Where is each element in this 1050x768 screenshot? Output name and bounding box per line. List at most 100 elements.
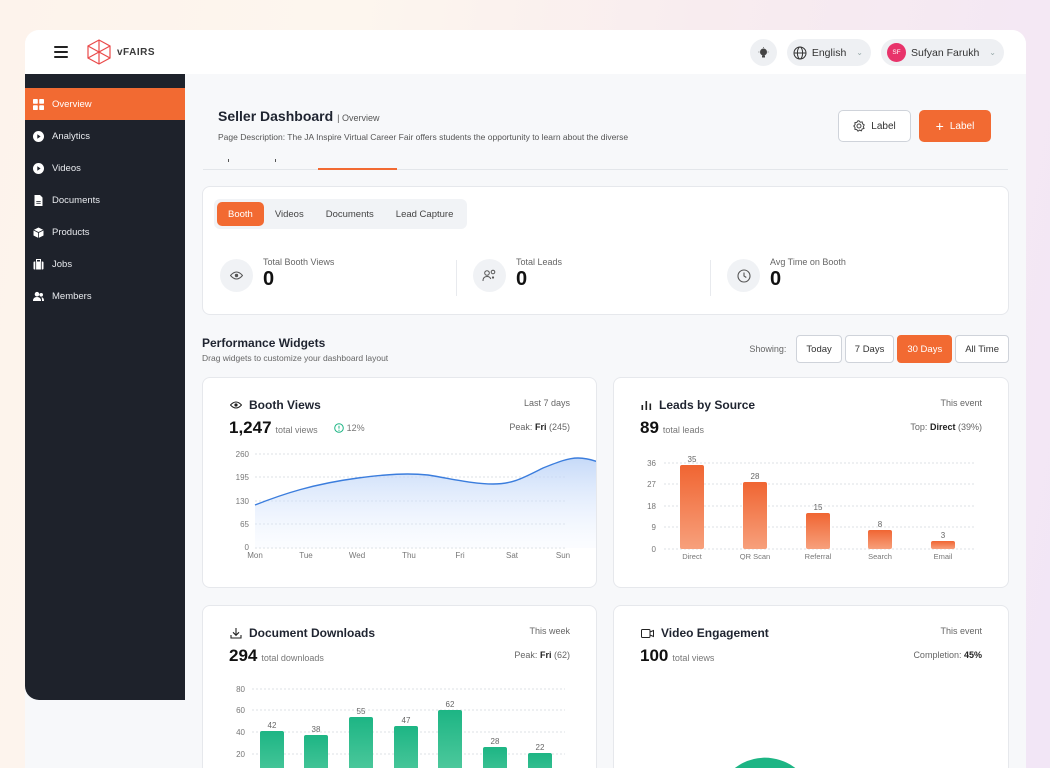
svg-text:15: 15 xyxy=(814,503,823,512)
date-range-selector: Showing: Today 7 Days 30 Days All Time xyxy=(749,335,1009,363)
avatar: SF xyxy=(887,43,906,62)
svg-text:38: 38 xyxy=(312,725,321,734)
sidebar-item-products[interactable]: Products xyxy=(25,216,185,248)
chevron-down-icon: ⌄ xyxy=(989,48,996,57)
svg-text:Wed: Wed xyxy=(349,551,365,560)
svg-text:55: 55 xyxy=(357,707,366,716)
range-7-days-button[interactable]: 7 Days xyxy=(844,335,895,363)
page-title-text: Seller Dashboard xyxy=(218,108,334,124)
trend-up-icon xyxy=(333,423,344,433)
language-selector[interactable]: English ⌄ xyxy=(786,39,871,66)
sidebar-item-label: Products xyxy=(52,226,90,238)
total-value: 294 xyxy=(229,646,258,665)
user-menu[interactable]: SF Sufyan Farukh ⌄ xyxy=(881,39,1004,66)
theme-toggle-button[interactable] xyxy=(749,39,777,66)
play-circle-icon xyxy=(33,130,44,142)
total-label: total views xyxy=(672,653,715,663)
tab-booth[interactable]: Booth xyxy=(217,202,264,226)
tab-documents[interactable]: Documents xyxy=(325,208,374,220)
total-label: total views xyxy=(275,425,318,435)
peak-info: Peak: Fri (62) xyxy=(514,650,570,660)
svg-text:130: 130 xyxy=(236,497,250,506)
svg-text:47: 47 xyxy=(402,716,411,725)
svg-text:Fri: Fri xyxy=(455,551,465,560)
svg-text:Search: Search xyxy=(868,552,892,560)
svg-text:260: 260 xyxy=(236,450,250,459)
eye-icon xyxy=(230,401,242,409)
leads-by-source-widget[interactable]: Leads by Source This event 89 total lead… xyxy=(613,377,1009,588)
page-title: Seller Dashboard | Overview xyxy=(218,108,380,124)
active-tab-indicator[interactable] xyxy=(318,168,397,170)
sidebar-item-documents[interactable]: Documents xyxy=(25,184,185,216)
svg-text:Mon: Mon xyxy=(247,551,263,560)
svg-text:0: 0 xyxy=(245,543,250,552)
add-label-button[interactable]: + Label xyxy=(919,110,991,142)
widget-title: Booth Views xyxy=(230,398,321,412)
trend-badge: 12% xyxy=(333,423,365,433)
video-engagement-widget[interactable]: Video Engagement This event 100 total vi… xyxy=(613,605,1009,768)
svg-text:40: 40 xyxy=(236,728,245,737)
sidebar-item-members[interactable]: Members xyxy=(25,280,185,312)
total-value: 1,247 xyxy=(229,418,272,437)
svg-text:28: 28 xyxy=(491,737,500,746)
button-label: Label xyxy=(949,120,975,132)
gear-icon xyxy=(853,120,866,132)
brand-logo[interactable]: vFAIRS xyxy=(87,39,155,65)
tab-videos[interactable]: Videos xyxy=(274,208,304,220)
sidebar-item-overview[interactable]: Overview xyxy=(25,88,185,120)
widget-period: Last 7 days xyxy=(523,398,570,408)
settings-label-button[interactable]: Label xyxy=(838,110,911,142)
svg-text:0: 0 xyxy=(652,545,657,554)
widget-title: Leads by Source xyxy=(641,398,755,412)
widget-total: 100 total views xyxy=(640,646,714,666)
video-camera-icon xyxy=(641,628,654,638)
brand-name: vFAIRS xyxy=(117,46,156,58)
svg-text:Email: Email xyxy=(934,552,953,560)
widget-title-text: Document Downloads xyxy=(249,626,376,640)
tab-lead-capture[interactable]: Lead Capture xyxy=(395,208,454,220)
document-icon xyxy=(34,194,43,206)
stat-total-booth-views: Total Booth Views 0 xyxy=(220,257,334,292)
divider xyxy=(456,260,457,296)
widget-title: Video Engagement xyxy=(641,626,769,640)
users-icon xyxy=(482,269,496,282)
range-today-button[interactable]: Today xyxy=(796,335,842,363)
app-window: vFAIRS English ⌄ SF Sufyan Farukh ⌄ Over… xyxy=(25,30,1026,768)
clock-icon xyxy=(736,268,751,283)
stat-value: 0 xyxy=(770,268,782,290)
widget-period: This week xyxy=(529,626,570,636)
sidebar-item-label: Jobs xyxy=(52,258,73,270)
booth-views-line-chart: 260 195 130 65 0 Mon Tue Wed Thu Fri Sat Sun xyxy=(236,450,596,560)
svg-text:80: 80 xyxy=(236,685,245,694)
svg-text:22: 22 xyxy=(536,743,545,752)
document-downloads-widget[interactable]: Document Downloads This week 294 total d… xyxy=(202,605,597,768)
sidebar-item-analytics[interactable]: Analytics xyxy=(25,120,185,152)
stat-label: Total Leads xyxy=(516,257,563,267)
page-tabs xyxy=(203,159,1008,170)
vfairs-cube-icon xyxy=(87,39,111,65)
sidebar-item-label: Members xyxy=(52,290,92,302)
range-30-days-button[interactable]: 30 Days xyxy=(897,335,953,363)
widget-period: This event xyxy=(940,398,982,408)
sidebar-item-jobs[interactable]: Jobs xyxy=(25,248,185,280)
stat-total-leads: Total Leads 0 xyxy=(473,257,562,292)
widget-title-text: Booth Views xyxy=(249,398,321,412)
leads-bar-chart: 36 27 18 9 0 35 28 15 8 3 Direct QR Scan Referral S… xyxy=(647,455,976,560)
menu-icon[interactable] xyxy=(54,46,68,58)
svg-text:28: 28 xyxy=(751,472,760,481)
eye-icon xyxy=(230,271,243,280)
plus-icon: + xyxy=(935,118,944,134)
widget-period: This event xyxy=(940,626,982,636)
booth-views-widget[interactable]: Booth Views Last 7 days 1,247 total view… xyxy=(202,377,597,588)
svg-text:QR Scan: QR Scan xyxy=(740,552,770,560)
completion-info: Completion: 45% xyxy=(913,650,982,660)
range-all-time-button[interactable]: All Time xyxy=(955,335,1009,363)
main-content: Seller Dashboard | Overview Page Descript… xyxy=(185,74,1026,768)
stats-tab-group: Booth Videos Documents Lead Capture xyxy=(214,199,468,229)
svg-text:9: 9 xyxy=(652,523,657,532)
svg-text:36: 36 xyxy=(647,459,656,468)
sidebar-item-videos[interactable]: Videos xyxy=(25,152,185,184)
grid-icon xyxy=(33,98,44,110)
widget-total: 89 total leads xyxy=(640,418,704,438)
stat-label: Avg Time on Booth xyxy=(770,257,846,267)
